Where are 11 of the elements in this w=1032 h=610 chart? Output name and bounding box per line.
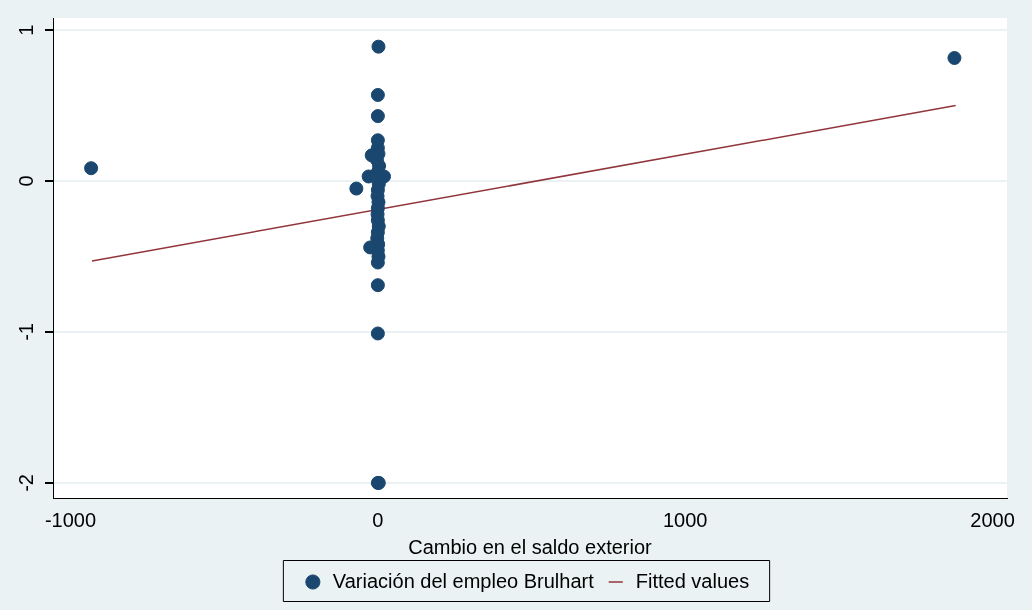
y-tick-label: 0 (14, 175, 37, 187)
x-tick-label: 1000 (662, 508, 708, 531)
x-tick-label: 2000 (970, 508, 1015, 531)
x-tick-label: -1000 (44, 508, 97, 531)
y-tick-label: -2 (14, 474, 37, 492)
y-tick-label: 1 (14, 24, 37, 36)
y-tick-label: -1 (14, 323, 37, 341)
legend-label: Variación del empleo Brulhart (332, 569, 595, 592)
x-axis-title: Cambio en el saldo exterior (408, 535, 653, 558)
legend-label: Fitted values (635, 569, 750, 592)
x-tick-label: 0 (372, 508, 384, 531)
